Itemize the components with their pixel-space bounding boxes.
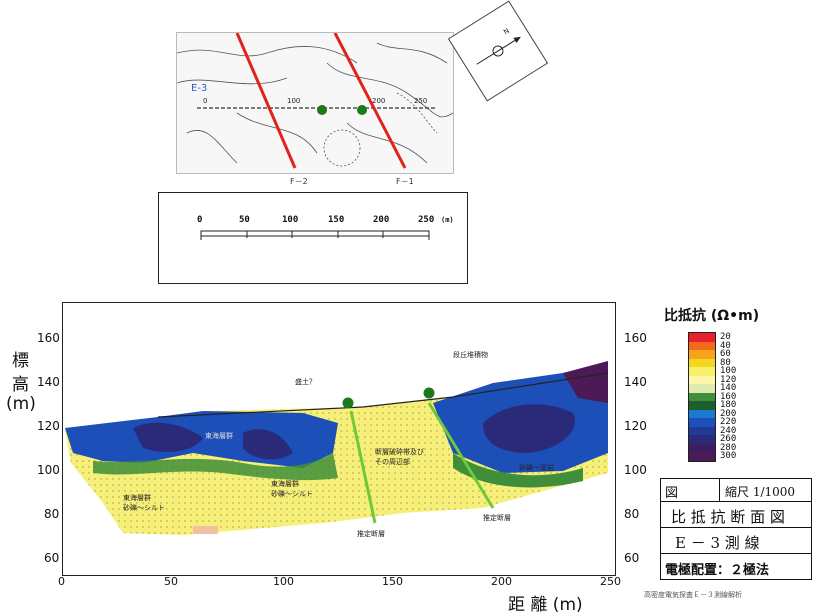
legend-swatch <box>689 341 715 351</box>
title-block-fig: 図 <box>665 486 679 501</box>
legend-swatch <box>689 350 715 359</box>
legend-swatch <box>689 367 715 376</box>
title-block: 図 縮尺 1/1000 比 抵 抗 断 面 図 E － 3 測 線 電極配置：２… <box>660 478 812 580</box>
x-tick-50: 50 <box>164 575 178 588</box>
legend-swatch <box>689 358 715 368</box>
legend-value: 80 <box>720 357 731 368</box>
map-line-label: E-3 <box>191 83 208 94</box>
legend-swatch <box>689 418 715 427</box>
legend-swatch <box>689 401 715 410</box>
annotation-sand-silt-1: 東海層群 砂礫～シルト <box>123 494 165 512</box>
legend-value: 60 <box>720 349 731 360</box>
x-tick-250: 250 <box>600 575 621 588</box>
map-tick-0: 0 <box>203 97 208 105</box>
legend-value: 240 <box>720 425 737 436</box>
map-tick-250: 250 <box>414 97 428 105</box>
legend-value: 200 <box>720 408 737 419</box>
fault-label-f2: F－2 <box>290 177 308 186</box>
x-tick-150: 150 <box>382 575 403 588</box>
legend-value: 260 <box>720 434 737 445</box>
annotation-sand-silt-2: 東海層群 砂礫～シルト <box>271 480 313 498</box>
legend-value: 220 <box>720 417 737 428</box>
legend-swatch <box>689 452 715 461</box>
annotation-fill: 盛土？ <box>295 378 316 386</box>
annotation-fracture-zone: 断層破砕帯及び その周辺部 <box>375 448 424 466</box>
legend-title: 比抵抗 (Ω•m) <box>664 308 760 324</box>
y-tick-right-60: 60 <box>624 551 640 565</box>
fault-label-f1: F－1 <box>396 177 414 186</box>
annotation-upper-layer: 東海層群 <box>205 432 233 440</box>
y-tick-right-100: 100 <box>624 463 647 477</box>
title-block-title: 比 抵 抗 断 面 図 <box>671 508 785 526</box>
location-map: E-3 0 100 200 250 <box>176 32 454 174</box>
x-tick-200: 200 <box>491 575 512 588</box>
legend-value: 140 <box>720 383 737 394</box>
legend-swatch <box>689 384 715 393</box>
map-tick-200: 200 <box>372 97 386 105</box>
legend-value: 300 <box>720 451 737 462</box>
y-title-unit: (m) <box>6 394 36 414</box>
scale-unit: (m) <box>441 216 454 224</box>
title-block-scale: 縮尺 1/1000 <box>725 485 796 499</box>
y-tick-left-120: 120 <box>37 419 60 433</box>
y-tick-left-100: 100 <box>37 463 60 477</box>
legend-value: 40 <box>720 340 731 351</box>
resistivity-section: 盛土？ 段丘堆積物 東海層群 東海層群 砂礫～シルト 東海層群 砂礫～シルト 断… <box>62 302 616 576</box>
legend-swatch <box>689 435 715 444</box>
scale-tick-50: 50 <box>239 215 250 225</box>
y-tick-right-140: 140 <box>624 375 647 389</box>
legend-swatch <box>689 375 715 385</box>
legend-swatch <box>689 426 715 436</box>
scale-tick-100: 100 <box>282 215 299 225</box>
legend-swatch <box>689 409 715 419</box>
legend-value: 160 <box>720 391 737 402</box>
y-tick-right-80: 80 <box>624 507 640 521</box>
scale-bar: 0 50 100 150 200 250 (m) <box>158 192 468 284</box>
legend-value: 20 <box>720 332 731 342</box>
legend-value: 100 <box>720 366 737 377</box>
x-axis-title: 距 離 (m) <box>508 595 583 615</box>
title-block-method: 電極配置：２極法 <box>665 563 770 578</box>
y-tick-left-60: 60 <box>44 551 60 565</box>
legend-value: 180 <box>720 400 737 411</box>
legend-swatch <box>689 443 715 453</box>
scale-tick-250: 250 <box>418 215 435 225</box>
y-tick-left-160: 160 <box>37 331 60 345</box>
y-tick-left-80: 80 <box>44 507 60 521</box>
legend-swatch <box>689 333 715 342</box>
y-title-char-2: 高 <box>12 375 29 395</box>
y-tick-right-120: 120 <box>624 419 647 433</box>
x-tick-0: 0 <box>58 575 65 588</box>
scale-tick-0: 0 <box>197 215 203 225</box>
legend-color-bar <box>688 332 716 462</box>
y-tick-right-160: 160 <box>624 331 647 345</box>
map-tick-100: 100 <box>287 97 301 105</box>
y-title-char-1: 標 <box>12 351 29 371</box>
compass-icon: N <box>447 0 549 102</box>
annotation-sand-gravel: 砂礫～泥岩 <box>519 464 554 472</box>
annotation-fault-1: 推定断層 <box>357 530 385 538</box>
y-tick-left-140: 140 <box>37 375 60 389</box>
scale-tick-200: 200 <box>373 215 390 225</box>
legend-values: 20 40 60 80 100 120 140 160 180 200 220 240 260 280 30… <box>720 332 737 462</box>
annotation-terrace: 段丘堆積物 <box>453 351 488 359</box>
title-block-line: E － 3 測 線 <box>675 534 760 552</box>
legend-value: 280 <box>720 442 737 453</box>
x-tick-100: 100 <box>273 575 294 588</box>
legend-swatch <box>689 392 715 402</box>
annotation-fault-2: 推定断層 <box>483 514 511 522</box>
figure-caption: 高密度電気探査Ｅ－３測線解析 <box>644 591 742 599</box>
scale-tick-150: 150 <box>328 215 345 225</box>
legend-value: 120 <box>720 374 737 385</box>
